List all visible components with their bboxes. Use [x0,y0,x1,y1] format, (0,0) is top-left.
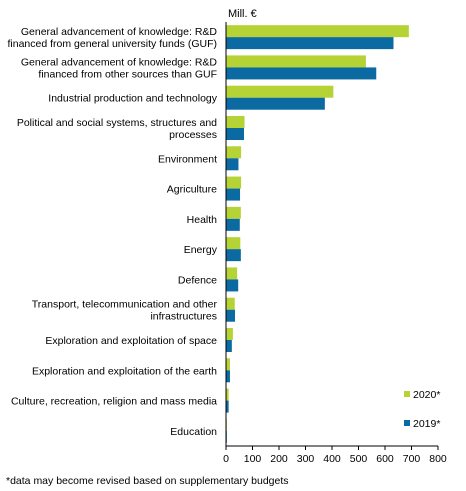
bar-series2-12 [226,400,229,413]
bar-series1-1 [226,55,366,68]
category-labels: General advancement of knowledge: R&D fin… [7,26,217,438]
category-label-line: Energy [184,244,218,256]
bar-series2-1 [226,67,377,80]
bar-series1-6 [226,206,241,219]
category-label-line: Agriculture [167,184,217,196]
x-tick-label-0: 0 [223,453,229,465]
category-label-line: Defence [178,274,217,286]
bar-series2-11 [226,370,230,383]
footnote: *data may become revised based on supple… [6,475,289,487]
category-label-7: Energy [184,244,218,256]
category-label-line: Education [170,426,217,438]
bar-series2-8 [226,279,239,292]
category-label-11: Exploration and exploitation of the eart… [32,365,217,377]
category-label-3: Political and social systems, structures… [17,117,217,141]
legend: 2020* 2019* [404,389,440,430]
x-tick-label-8: 800 [429,453,447,465]
category-label-8: Defence [178,274,217,286]
category-label-line: Exploration and exploitation of the eart… [32,365,217,377]
unit-label: Mill. € [228,8,257,20]
category-label-line: financed from general university funds (… [7,38,217,50]
bar-series1-12 [226,388,229,401]
category-label-line: General advancement of knowledge: R&D [21,26,218,38]
category-label-13: Education [170,426,217,438]
x-tick-label-5: 500 [350,453,368,465]
category-label-line: Culture, recreation, religion and mass m… [11,396,217,408]
bar-series1-2 [226,85,334,98]
x-tick-label-1: 100 [244,453,262,465]
bar-series1-8 [226,267,238,280]
category-label-10: Exploration and exploitation of space [45,335,217,347]
category-label-line: Industrial production and technology [48,93,217,105]
bar-series1-0 [226,25,409,38]
category-label-line: Health [187,214,218,226]
x-tick-label-7: 700 [403,453,421,465]
bar-series2-2 [226,97,325,110]
category-label-line: Exploration and exploitation of space [45,335,217,347]
legend-label-2: 2019* [413,418,440,430]
x-tick-label-4: 400 [323,453,341,465]
x-tick-label-2: 200 [270,453,288,465]
bar-series2-3 [226,128,245,140]
category-label-line: infrastructures [150,311,217,323]
x-tick-label-6: 600 [376,453,394,465]
category-label-2: Industrial production and technology [48,93,217,105]
bar-series1-5 [226,176,242,189]
category-label-line: Political and social systems, structures… [17,117,217,129]
bar-series2-4 [226,158,239,171]
legend-label-1: 2020* [413,389,440,401]
category-label-line: General advancement of knowledge: R&D [21,56,218,68]
bar-series2-10 [226,340,232,352]
category-label-1: General advancement of knowledge: R&D fin… [21,56,218,80]
bar-series1-9 [226,297,235,310]
category-label-6: Health [187,214,218,226]
bar-series2-5 [226,188,241,201]
category-label-line: Environment [158,153,217,165]
category-label-line: Transport, telecommunication and other [32,299,218,311]
x-ticks: 0 100 200 300 400 500 600 700 800 [223,446,447,465]
bar-series2-0 [226,37,394,50]
legend-swatch-2 [404,420,410,426]
bar-series1-3 [226,116,245,128]
bar-series2-7 [226,249,241,262]
category-label-line: financed from other sources than GUF [38,68,217,80]
category-label-5: Agriculture [167,184,217,196]
category-label-9: Transport, telecommunication and other in… [32,299,218,323]
bar-series1-7 [226,237,241,250]
bar-series2-9 [226,309,236,322]
bar-series1-4 [226,146,242,159]
x-tick-label-3: 300 [297,453,315,465]
category-label-line: processes [169,129,217,141]
bar-series1-11 [226,358,230,371]
category-label-0: General advancement of knowledge: R&D fin… [7,26,217,50]
bar-series1-10 [226,328,233,340]
bar-series2-6 [226,218,240,231]
category-label-12: Culture, recreation, religion and mass m… [11,396,217,408]
category-label-4: Environment [158,153,217,165]
legend-swatch-1 [404,391,410,397]
bars-group [226,25,409,443]
